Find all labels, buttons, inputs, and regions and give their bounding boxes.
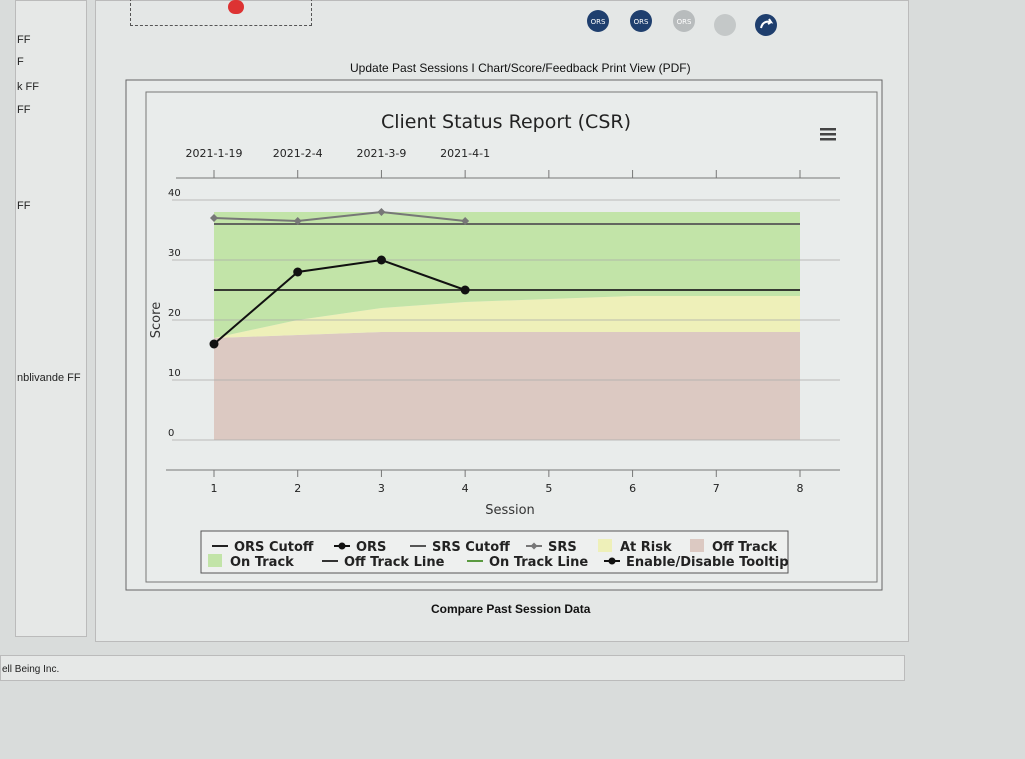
x-tick-label: 5 <box>545 482 552 495</box>
page: FF F k FF FF FF nblivande FF Update Past… <box>0 0 1025 759</box>
x-tick-label: 8 <box>797 482 804 495</box>
legend-label[interactable]: On Track Line <box>489 555 588 570</box>
icon-label: ORS <box>591 18 606 26</box>
x-tick-label: 4 <box>462 482 469 495</box>
y-tick-label: 20 <box>168 308 181 319</box>
top-tick-label: 2021-2-4 <box>273 147 323 160</box>
legend-label[interactable]: ORS Cutoff <box>234 540 314 555</box>
x-tick-label: 7 <box>713 482 720 495</box>
legend-label[interactable]: At Risk <box>620 540 672 555</box>
point[interactable] <box>461 286 470 295</box>
legend-label[interactable]: Off Track Line <box>344 555 445 570</box>
icon[interactable] <box>714 14 736 36</box>
chart: Client Status Report (CSR) Session Score… <box>0 0 1025 759</box>
y-axis-title: Score <box>149 302 164 338</box>
top-tick-label: 2021-1-19 <box>186 147 243 160</box>
icon[interactable] <box>755 14 777 36</box>
x-tick-label: 1 <box>211 482 218 495</box>
x-tick-label: 2 <box>294 482 301 495</box>
y-tick-label: 40 <box>168 188 181 199</box>
top-tick-label: 2021-4-1 <box>440 147 490 160</box>
point[interactable] <box>293 268 302 277</box>
legend-label[interactable]: On Track <box>230 555 294 570</box>
icon-label: ORS <box>677 18 692 26</box>
point[interactable] <box>377 256 386 265</box>
y-tick-label: 30 <box>168 248 181 259</box>
legend-label[interactable]: Off Track <box>712 540 777 555</box>
x-axis-title: Session <box>485 503 535 518</box>
legend-label[interactable]: SRS <box>548 540 577 555</box>
x-tick-label: 3 <box>378 482 385 495</box>
area <box>214 332 800 440</box>
legend-swatch <box>208 554 222 567</box>
point[interactable] <box>210 340 219 349</box>
legend-label[interactable]: Enable/Disable Tooltip <box>626 555 789 570</box>
y-tick-label: 0 <box>168 428 174 439</box>
legend-marker <box>339 543 346 550</box>
menu-icon[interactable] <box>820 128 836 141</box>
x-tick-label: 6 <box>629 482 636 495</box>
legend-label[interactable]: SRS Cutoff <box>432 540 510 555</box>
legend-swatch <box>690 539 704 552</box>
y-tick-label: 10 <box>168 368 181 379</box>
chart-title: Client Status Report (CSR) <box>381 111 631 133</box>
top-tick-label: 2021-3-9 <box>356 147 406 160</box>
icon-label: ORS <box>634 18 649 26</box>
legend-swatch <box>598 539 612 552</box>
legend-label[interactable]: ORS <box>356 540 386 555</box>
legend-marker <box>609 558 616 565</box>
